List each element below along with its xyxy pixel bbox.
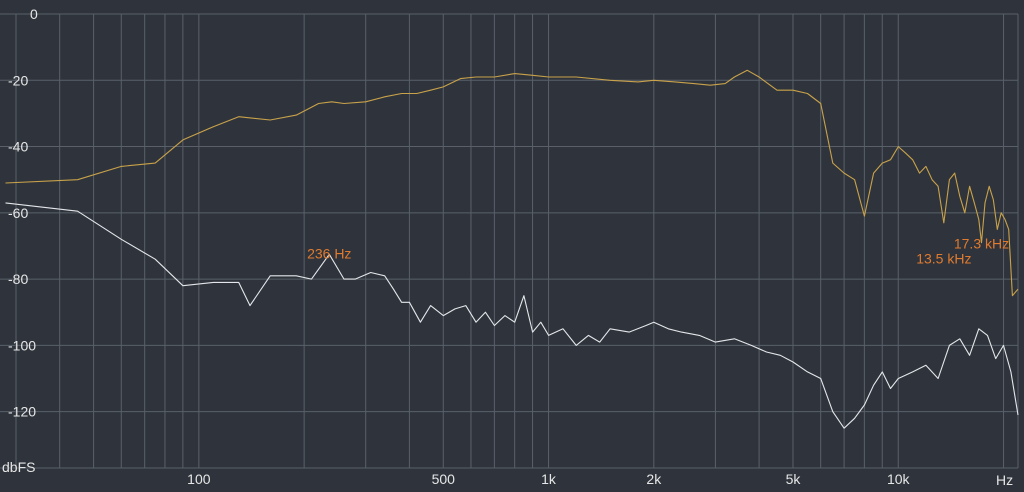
x-tick-label: 100 xyxy=(187,471,211,487)
x-tick-label: 10k xyxy=(887,471,911,487)
x-tick-label: 2k xyxy=(646,471,662,487)
y-unit-label: dbFS xyxy=(2,459,35,475)
x-tick-label: 5k xyxy=(786,471,802,487)
y-tick-label: 0 xyxy=(30,6,38,22)
peak-annotation: 17.3 kHz xyxy=(954,236,1009,252)
x-tick-label: 500 xyxy=(432,471,456,487)
white-series-line xyxy=(5,202,1019,429)
grid xyxy=(0,13,1019,469)
x-unit-label: Hz xyxy=(996,472,1013,488)
y-tick-label: -40 xyxy=(8,139,28,155)
peak-annotation: 13.5 kHz xyxy=(916,251,971,267)
y-tick-label: -120 xyxy=(8,404,36,420)
series-lines xyxy=(5,69,1019,429)
y-tick-label: -20 xyxy=(8,72,28,88)
y-tick-label: -100 xyxy=(8,337,36,353)
y-tick-label: -60 xyxy=(8,205,28,221)
y-tick-label: -80 xyxy=(8,271,28,287)
x-tick-labels: 100 500 1k 2k 5k 10k xyxy=(187,471,910,487)
orange-series-line xyxy=(5,69,1019,297)
x-tick-label: 1k xyxy=(541,471,557,487)
peak-annotation: 236 Hz xyxy=(307,246,351,262)
y-tick-labels: 0 -20 -40 -60 -80 -100 -120 xyxy=(8,6,38,420)
